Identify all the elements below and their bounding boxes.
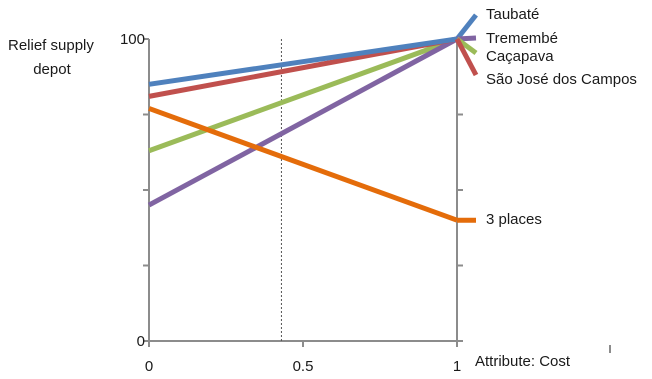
series-line: [147, 36, 459, 208]
series-label-stub: [455, 13, 478, 41]
series-label-stub: [454, 37, 479, 77]
labels: 0 0.5 1 0 100 Relief supply depot Attribute: Co…: [8, 6, 637, 375]
series-line: [148, 36, 458, 87]
x-axis-label: Attribute: Cost: [475, 353, 571, 370]
y-axis-label-line1: Relief supply: [8, 37, 94, 54]
series-label: São José dos Campos: [486, 71, 637, 88]
series-label: Caçapava: [486, 48, 554, 65]
y-axis-label-line2: depot: [33, 61, 71, 78]
x-tick-label: 0.5: [293, 358, 314, 375]
y-tick-label: 100: [120, 31, 145, 48]
series-lines: [147, 13, 479, 223]
x-tick-label: 0: [145, 358, 153, 375]
series-label: Tremembé: [486, 30, 558, 47]
series-label: Taubaté: [486, 6, 539, 23]
x-tick-label: 1: [453, 358, 461, 375]
axes: [143, 38, 611, 353]
series-line: [148, 36, 458, 154]
y-tick-label: 0: [137, 333, 145, 350]
series-label: 3 places: [486, 211, 542, 228]
series-line: [148, 106, 458, 223]
